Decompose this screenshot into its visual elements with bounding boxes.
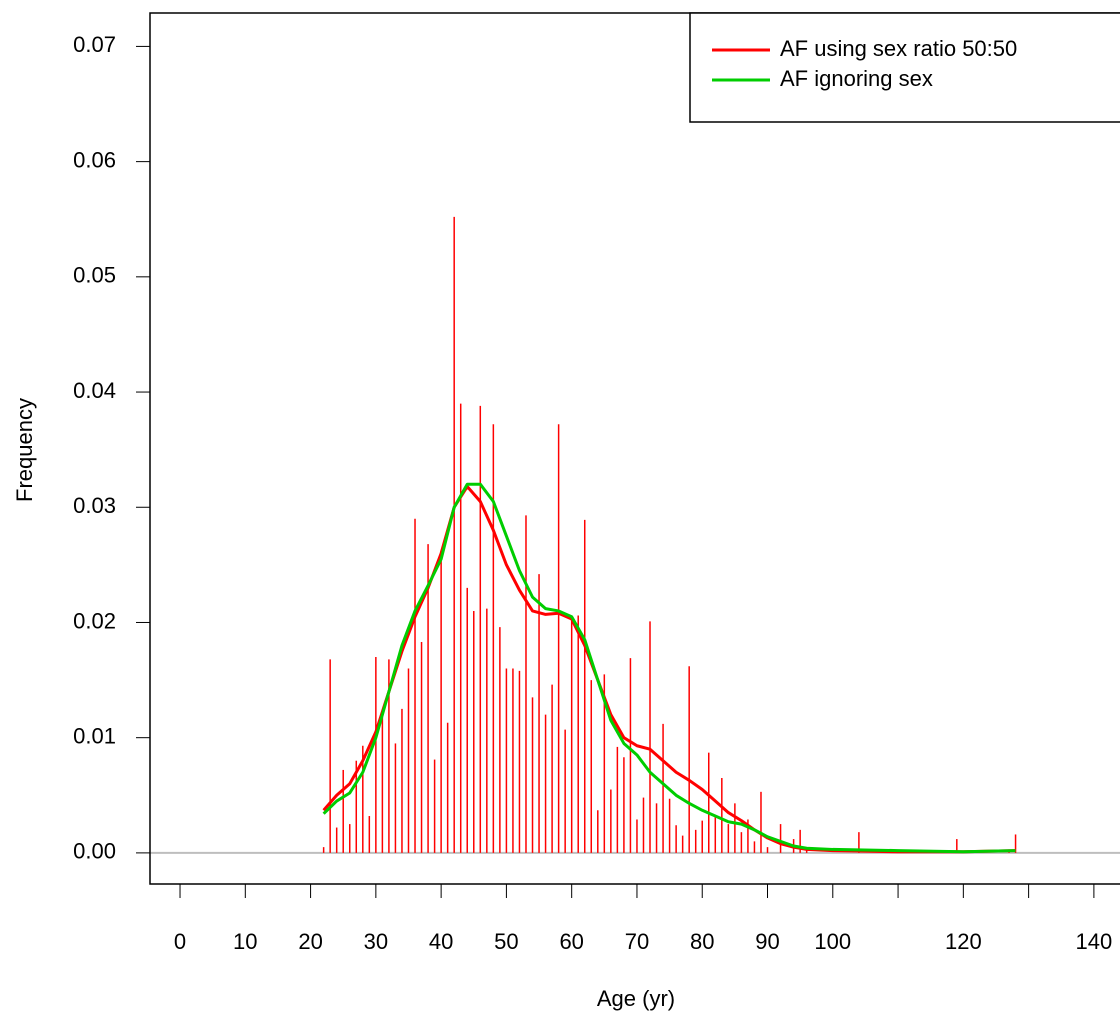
- x-tick-label: 120: [945, 929, 982, 954]
- x-tick-label: 30: [364, 929, 388, 954]
- x-tick-label: 60: [559, 929, 583, 954]
- legend-label: AF ignoring sex: [780, 66, 933, 91]
- y-tick-label: 0.00: [73, 839, 116, 864]
- y-tick-label: 0.04: [73, 378, 116, 403]
- legend-label: AF using sex ratio 50:50: [780, 36, 1017, 61]
- x-tick-label: 20: [298, 929, 322, 954]
- x-tick-label: 50: [494, 929, 518, 954]
- y-tick-label: 0.02: [73, 608, 116, 633]
- x-tick-label: 90: [755, 929, 779, 954]
- y-tick-label: 0.05: [73, 263, 116, 288]
- density-line: [322, 482, 1016, 854]
- x-tick-label: 100: [814, 929, 851, 954]
- x-tick-label: 0: [174, 929, 186, 954]
- y-tick-label: 0.06: [73, 147, 116, 172]
- x-tick-label: 80: [690, 929, 714, 954]
- x-tick-label: 10: [233, 929, 257, 954]
- plot-frame: [149, 12, 1120, 885]
- x-tick-label: 40: [429, 929, 453, 954]
- y-tick-label: 0.07: [73, 32, 116, 57]
- x-tick-label: 70: [625, 929, 649, 954]
- legend-box: [689, 12, 1120, 123]
- x-axis-label: Age (yr): [597, 986, 675, 1011]
- y-axis-label: Frequency: [12, 398, 37, 502]
- y-tick-label: 0.01: [73, 723, 116, 748]
- y-tick-label: 0.03: [73, 493, 116, 518]
- x-tick-label: 140: [1076, 929, 1113, 954]
